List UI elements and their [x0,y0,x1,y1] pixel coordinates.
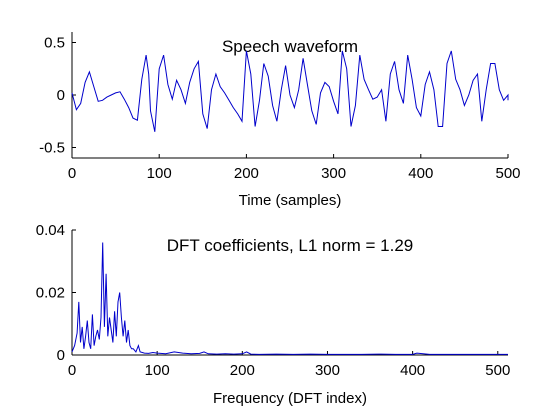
waveform-x-tick-label: 100 [147,165,172,182]
waveform-x-tick-label: 400 [408,165,433,182]
waveform-x-tick-label: 300 [321,165,346,182]
dft-y-tick-label: 0.04 [36,222,65,239]
dft-title: DFT coefficients, L1 norm = 1.29 [167,236,413,255]
dft-x-tick-label: 400 [400,362,425,379]
dft-x-tick-label: 100 [145,362,170,379]
dft-x-tick-label: 300 [315,362,340,379]
waveform-y-tick-label: -0.5 [39,140,65,157]
waveform-y-tick-label: 0.5 [44,35,65,52]
waveform-x-tick-label: 500 [495,165,520,182]
waveform-title: Speech waveform [222,37,358,56]
waveform-x-axis-label: Time (samples) [239,192,342,209]
dft-y-tick-label: 0 [57,347,65,364]
dft-x-tick-label: 200 [230,362,255,379]
waveform-y-tick-label: 0 [57,87,65,104]
dft-panel: DFT coefficients, L1 norm = 1.29 Frequen… [36,222,511,407]
waveform-series-line [71,50,509,132]
dft-x-tick-label: 0 [68,362,76,379]
dft-marks: 0 100 200 300 400 500 0.04 0.02 0 [36,222,511,379]
waveform-panel: Speech waveform Time (samples) 0 100 200 30… [39,32,521,209]
dft-x-tick-label: 500 [485,362,510,379]
dft-x-axis-label: Frequency (DFT index) [213,390,367,407]
waveform-x-tick-label: 0 [68,165,76,182]
dft-y-tick-label: 0.02 [36,285,65,302]
waveform-x-tick-label: 200 [234,165,259,182]
dft-series-line [71,242,508,355]
